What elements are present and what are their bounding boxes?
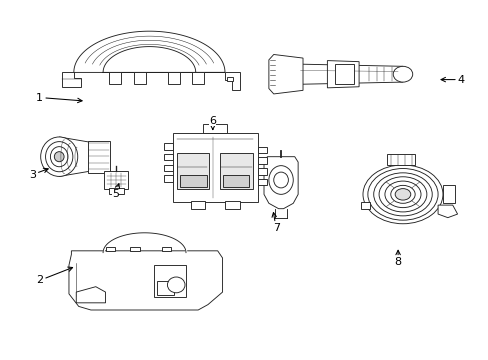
Polygon shape bbox=[105, 247, 115, 251]
Text: 2: 2 bbox=[36, 267, 72, 285]
Polygon shape bbox=[192, 72, 203, 84]
FancyBboxPatch shape bbox=[104, 171, 128, 189]
Polygon shape bbox=[163, 165, 172, 171]
FancyBboxPatch shape bbox=[227, 77, 233, 81]
Polygon shape bbox=[134, 72, 145, 84]
Text: 6: 6 bbox=[209, 116, 216, 130]
Ellipse shape bbox=[273, 172, 288, 188]
Polygon shape bbox=[257, 157, 266, 164]
Ellipse shape bbox=[167, 277, 184, 293]
FancyBboxPatch shape bbox=[157, 280, 173, 295]
Polygon shape bbox=[76, 287, 105, 303]
Ellipse shape bbox=[268, 166, 293, 194]
Text: 7: 7 bbox=[271, 212, 279, 233]
Ellipse shape bbox=[41, 137, 78, 176]
Polygon shape bbox=[257, 147, 266, 153]
FancyBboxPatch shape bbox=[180, 175, 206, 187]
FancyBboxPatch shape bbox=[224, 201, 239, 209]
Ellipse shape bbox=[54, 152, 64, 162]
Polygon shape bbox=[360, 202, 369, 209]
FancyBboxPatch shape bbox=[154, 265, 185, 297]
Text: 5: 5 bbox=[112, 184, 120, 199]
FancyBboxPatch shape bbox=[334, 64, 353, 84]
Polygon shape bbox=[130, 247, 140, 251]
Polygon shape bbox=[163, 175, 172, 182]
FancyBboxPatch shape bbox=[109, 188, 123, 194]
Polygon shape bbox=[203, 125, 227, 134]
FancyBboxPatch shape bbox=[222, 175, 249, 187]
Polygon shape bbox=[437, 205, 457, 218]
Text: 3: 3 bbox=[29, 168, 48, 180]
Text: 1: 1 bbox=[36, 93, 82, 103]
Polygon shape bbox=[442, 185, 454, 203]
Polygon shape bbox=[257, 179, 266, 185]
Polygon shape bbox=[386, 154, 414, 165]
Polygon shape bbox=[264, 157, 298, 209]
Ellipse shape bbox=[392, 66, 412, 82]
FancyBboxPatch shape bbox=[220, 153, 253, 189]
Ellipse shape bbox=[394, 189, 410, 200]
Polygon shape bbox=[109, 72, 121, 84]
Polygon shape bbox=[172, 134, 257, 202]
FancyBboxPatch shape bbox=[88, 140, 110, 173]
Polygon shape bbox=[74, 31, 224, 72]
Polygon shape bbox=[163, 143, 172, 149]
Ellipse shape bbox=[362, 165, 442, 224]
Polygon shape bbox=[167, 72, 179, 84]
Polygon shape bbox=[224, 72, 239, 90]
FancyBboxPatch shape bbox=[177, 153, 209, 189]
Polygon shape bbox=[61, 72, 81, 87]
Polygon shape bbox=[257, 168, 266, 175]
Polygon shape bbox=[300, 64, 402, 84]
Polygon shape bbox=[163, 154, 172, 160]
Polygon shape bbox=[161, 247, 171, 251]
Polygon shape bbox=[327, 60, 358, 88]
Polygon shape bbox=[268, 54, 303, 94]
Polygon shape bbox=[69, 251, 222, 310]
FancyBboxPatch shape bbox=[190, 201, 205, 209]
Text: 4: 4 bbox=[440, 75, 464, 85]
Text: 8: 8 bbox=[394, 250, 401, 267]
Polygon shape bbox=[59, 137, 91, 176]
